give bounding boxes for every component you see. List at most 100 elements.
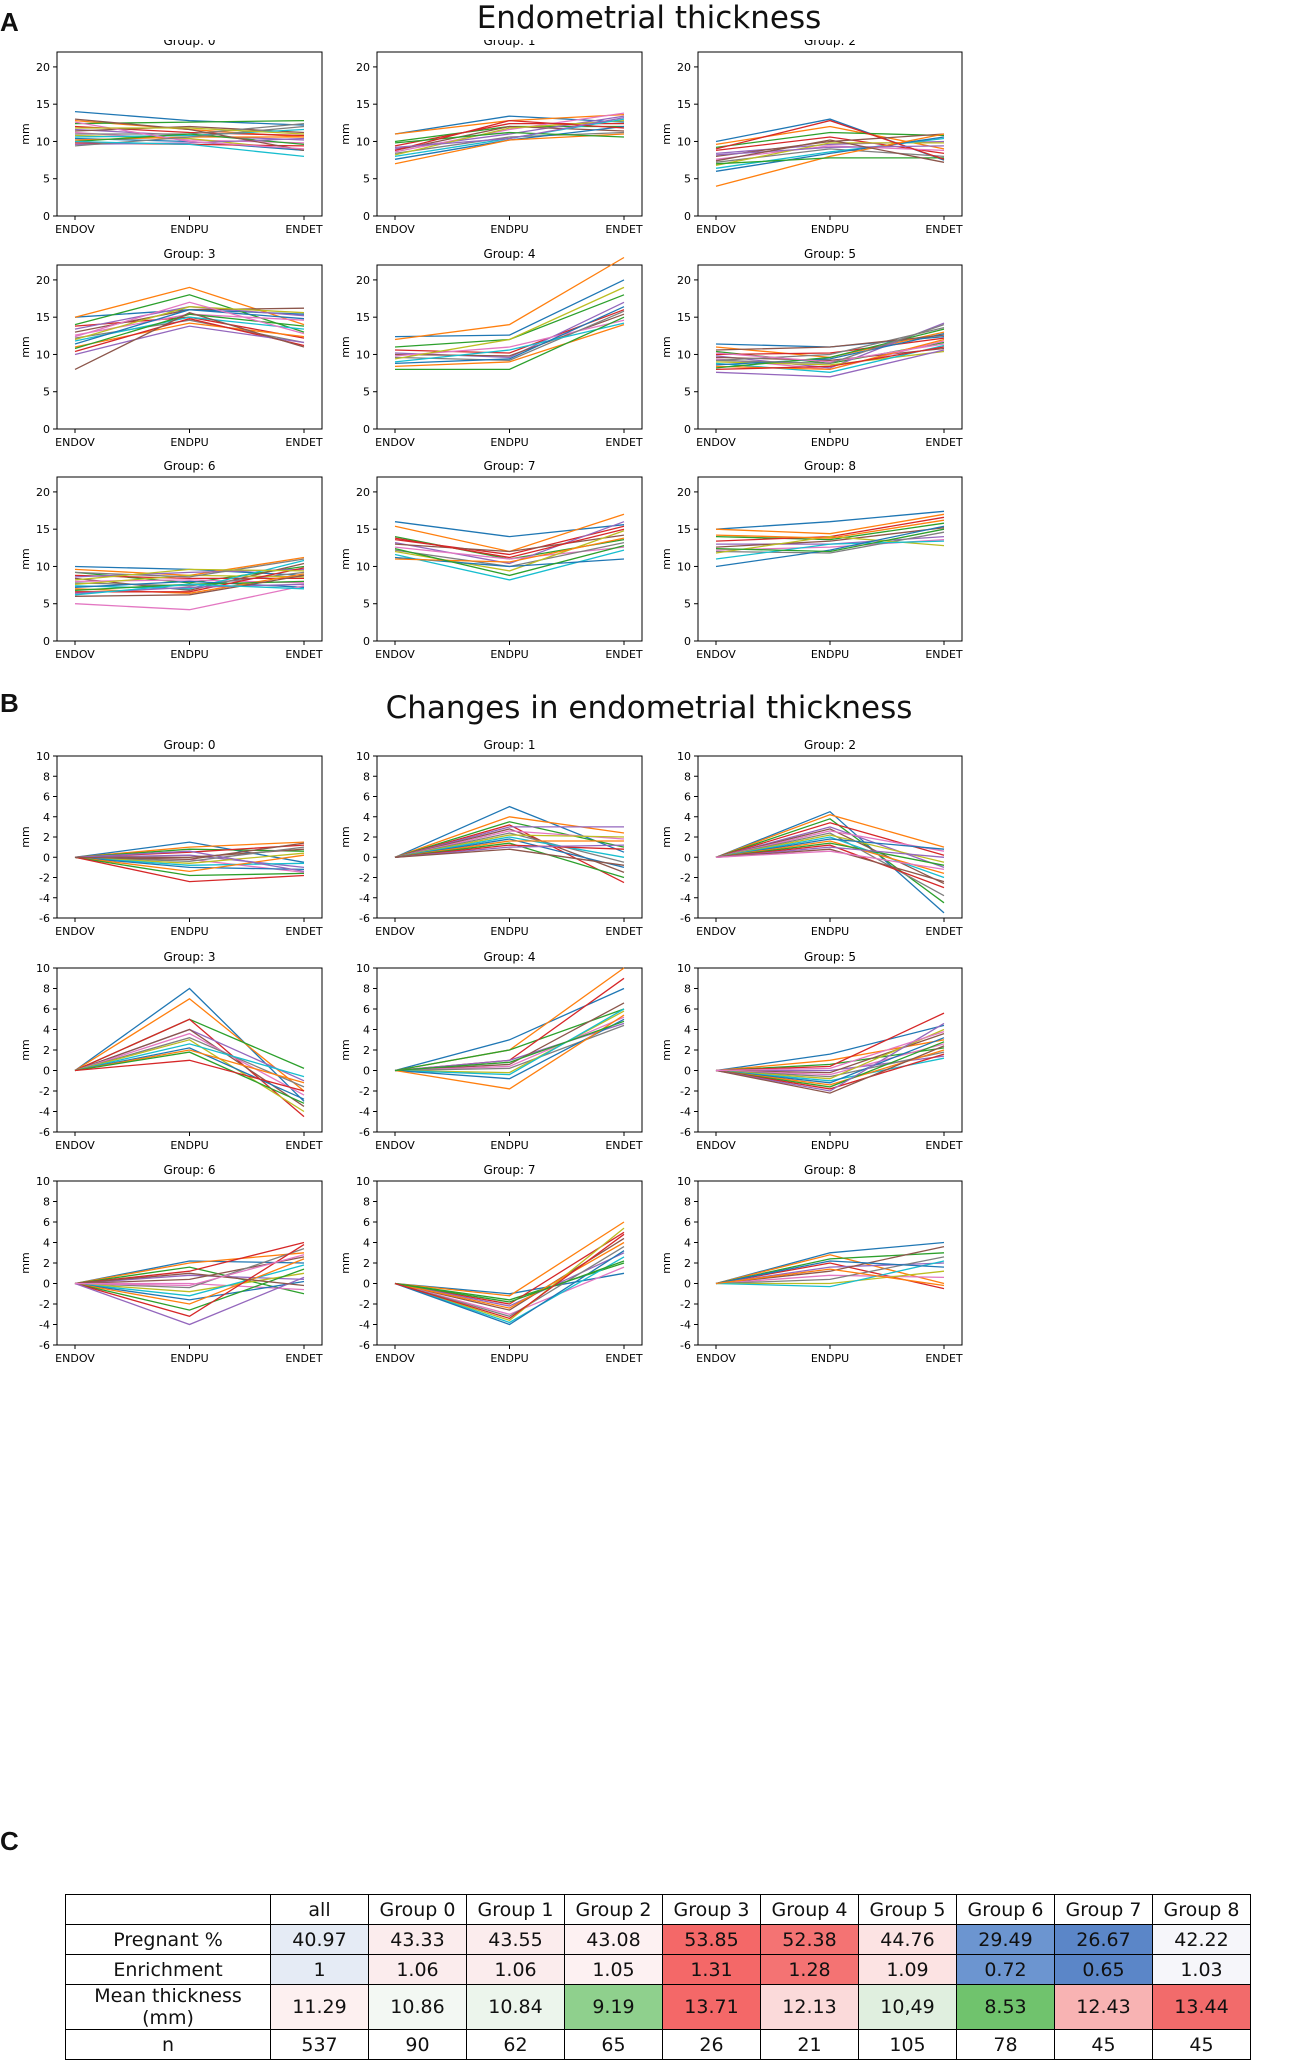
y-tick-label: -4: [359, 1106, 370, 1119]
y-tick-label: 0: [363, 851, 370, 864]
panel-title: Group: 2: [804, 740, 856, 752]
series-line: [715, 842, 945, 866]
y-tick-label: -2: [680, 1298, 691, 1311]
table-row: Pregnant % 40.97 43.33 43.55 43.08 53.85 52.38…: [65, 1924, 1251, 1955]
series-line: [74, 568, 305, 581]
y-tick-label: -2: [359, 1298, 370, 1311]
y-tick-label: 8: [363, 1196, 370, 1209]
table-cell: 43.55: [466, 1924, 565, 1955]
series-line: [394, 1022, 625, 1072]
y-tick-label: 4: [684, 1237, 691, 1250]
panel-title: Group: 8: [804, 1163, 856, 1177]
series-line: [74, 306, 305, 341]
x-tick-label: ENDOV: [375, 223, 415, 236]
panel-label-a: A: [0, 7, 19, 37]
y-tick-label: 15: [356, 98, 370, 111]
series-line: [74, 842, 305, 860]
panel-title: Group: 2: [804, 40, 856, 48]
series-line: [394, 1272, 625, 1295]
table-cell: 40.97: [270, 1924, 369, 1955]
x-tick-label: ENDPU: [490, 1139, 528, 1152]
panel-title: Group: 6: [163, 1163, 215, 1177]
y-tick-label: 4: [684, 811, 691, 824]
series-line: [715, 840, 945, 875]
x-tick-label: ENDET: [605, 223, 643, 236]
y-tick-label: 4: [684, 1024, 691, 1037]
series-line: [715, 832, 945, 897]
series-line: [715, 519, 945, 539]
x-tick-label: ENDPU: [811, 648, 849, 661]
y-tick-label: 0: [43, 1278, 50, 1291]
series-line: [715, 850, 945, 871]
y-tick-label: 20: [356, 274, 370, 287]
series-line: [715, 1268, 945, 1287]
plot-frame: [56, 476, 323, 642]
y-tick-label: -2: [680, 1085, 691, 1098]
y-tick-label: -4: [39, 1106, 50, 1119]
table-column-header: Group 7: [1054, 1894, 1153, 1925]
table-row-label: Enrichment: [65, 1954, 271, 1985]
series-line: [394, 1016, 625, 1072]
y-tick-label: -6: [680, 1339, 691, 1352]
y-tick-label: 15: [36, 311, 50, 324]
y-tick-label: 2: [684, 1257, 691, 1270]
x-tick-label: ENDET: [285, 223, 323, 236]
series-line: [715, 136, 945, 155]
series-line: [394, 322, 625, 363]
series-line: [715, 1245, 945, 1285]
series-line: [394, 840, 624, 858]
y-tick-label: 5: [684, 386, 691, 399]
y-tick-label: -6: [359, 1339, 370, 1352]
series-line: [74, 854, 305, 873]
y-tick-label: 5: [363, 386, 370, 399]
table-cell: 1.06: [466, 1954, 565, 1985]
series-line: [394, 1014, 625, 1090]
table-cell: 1.06: [368, 1954, 467, 1985]
thickness-panel-2: Group: 2 0 5 10 15 20 mm ENDOV ENDPU ENDET: [660, 40, 963, 236]
change-panel-1: Group: 1 -6 -4 -2 0 2 4 6 8 10 mm ENDOV ENDPU ENDET: [339, 740, 643, 938]
y-tick-label: -4: [359, 1319, 370, 1332]
y-tick-label: -6: [39, 912, 50, 925]
y-tick-label: 15: [356, 311, 370, 324]
y-tick-label: 6: [363, 1216, 370, 1229]
series-line: [394, 256, 625, 341]
series-line: [74, 1266, 305, 1295]
x-tick-label: ENDET: [925, 1352, 963, 1365]
y-tick-label: 10: [356, 750, 370, 763]
y-tick-label: -4: [680, 1106, 691, 1119]
panel-title: Group: 3: [163, 950, 215, 964]
series-line: [394, 549, 625, 581]
change-panel-4: Group: 4 -6 -4 -2 0 2 4 6 8 10 mm ENDOV ENDPU ENDET: [339, 950, 643, 1152]
y-tick-label: 10: [36, 962, 50, 975]
series-line: [394, 1020, 625, 1072]
y-tick-label: 10: [36, 750, 50, 763]
y-tick-label: 6: [43, 1216, 50, 1229]
y-tick-label: -4: [680, 1319, 691, 1332]
y-tick-label: 2: [43, 1257, 50, 1270]
series-line: [74, 1018, 305, 1118]
x-tick-label: ENDOV: [55, 1139, 95, 1152]
y-tick-label: -2: [39, 1298, 50, 1311]
series-line: [394, 1008, 625, 1076]
table-cell: 26: [662, 2029, 761, 2060]
y-tick-label: 6: [363, 791, 370, 804]
series-line: [394, 836, 625, 858]
x-tick-label: ENDET: [605, 1139, 643, 1152]
series-line: [394, 119, 625, 152]
table-cell: 53.85: [662, 1924, 761, 1955]
change-panel-2: Group: 2 -6 -4 -2 0 2 4 6 8 10 mm ENDOV ENDPU ENDET: [660, 740, 963, 938]
series-line: [394, 521, 625, 538]
series-line: [715, 1260, 945, 1288]
y-tick-label: 20: [36, 61, 50, 74]
series-line: [715, 1051, 945, 1078]
y-tick-label: 0: [363, 423, 370, 436]
y-tick-label: 10: [36, 560, 50, 573]
y-tick-label: 6: [684, 1003, 691, 1016]
y-tick-label: 20: [677, 61, 691, 74]
series-line: [394, 528, 625, 559]
series-line: [715, 527, 945, 548]
series-line: [74, 1244, 305, 1318]
series-line: [715, 810, 945, 914]
series-line: [715, 510, 945, 530]
x-tick-label: ENDOV: [375, 1352, 415, 1365]
